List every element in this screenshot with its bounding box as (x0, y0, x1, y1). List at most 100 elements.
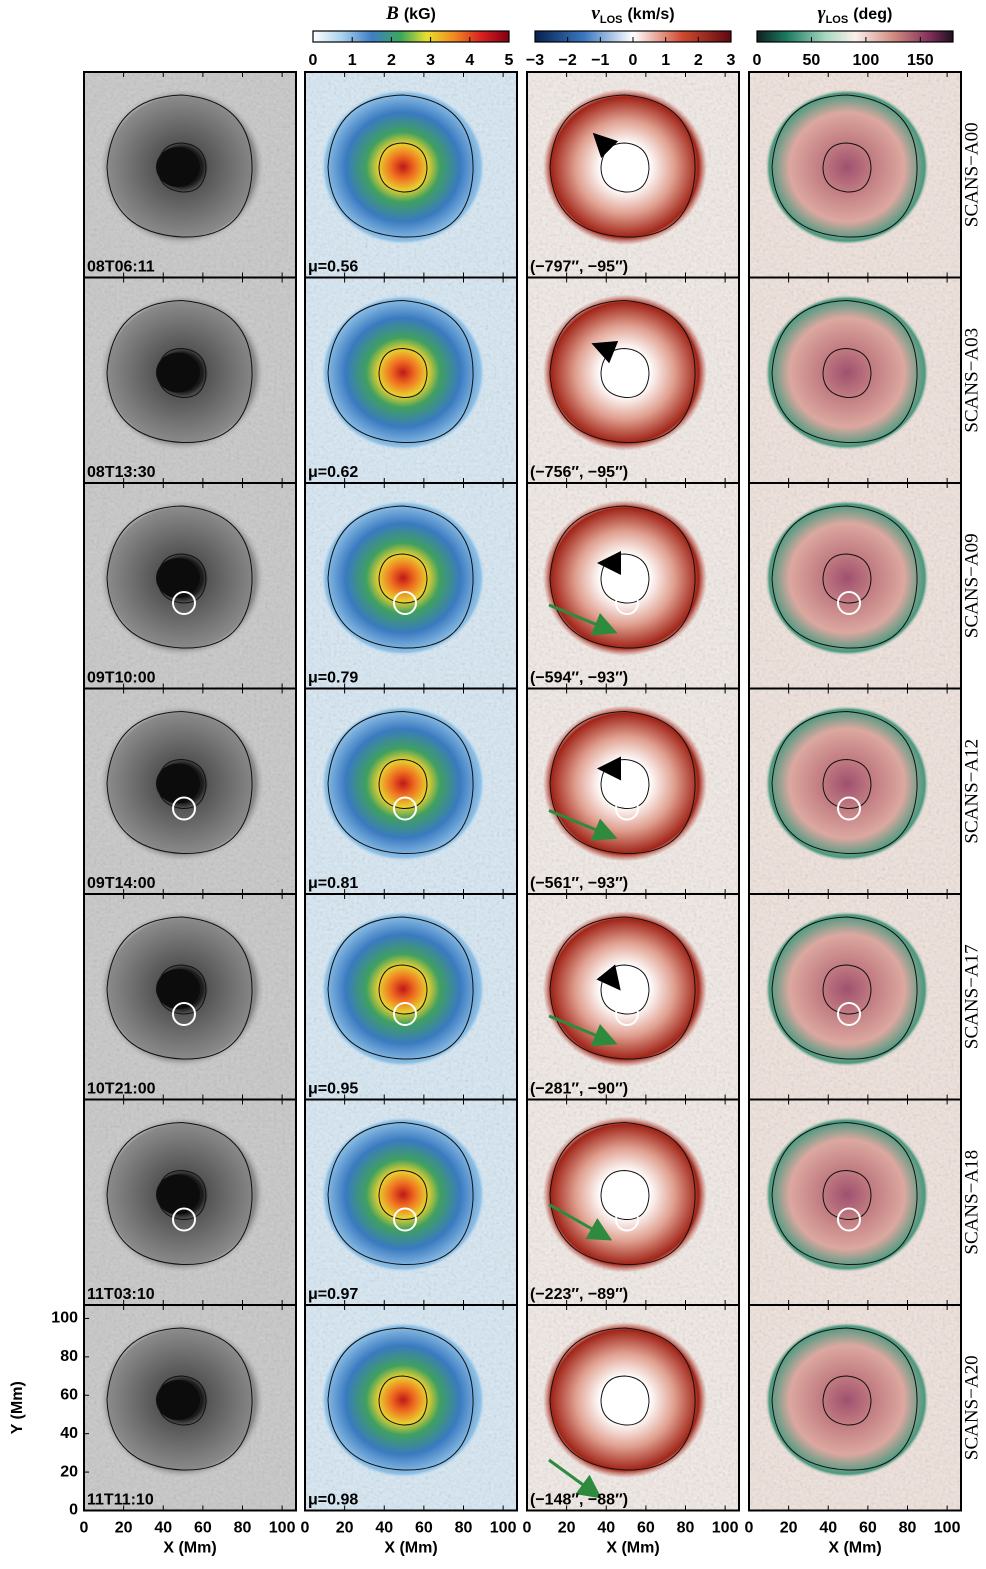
mu-label: μ=0.95 (308, 1081, 358, 1098)
time-label: 08T06:11 (87, 259, 155, 276)
colorbar-tick-label: 50 (803, 52, 821, 69)
umbra-contour (378, 758, 428, 810)
row-label: SCANS−A00 (961, 122, 982, 227)
sunspot (765, 89, 929, 245)
colorbar-subscript: LOS (600, 14, 623, 26)
y-tick-label: 80 (60, 1348, 78, 1365)
colorbar-tick-label: 150 (907, 52, 934, 69)
contour (327, 505, 474, 649)
contour (106, 505, 253, 649)
umbra (156, 147, 200, 187)
panel-frame (748, 1304, 962, 1512)
x-tick-label: 80 (899, 1520, 917, 1537)
sunspot (321, 705, 485, 862)
colorbar-unit: (kG) (404, 6, 436, 23)
time-label: 11T11:10 (87, 1492, 154, 1509)
panel-frame (526, 1304, 740, 1512)
umbra-contour (157, 347, 207, 399)
panel-frame (83, 1304, 297, 1512)
marker-circle (615, 1207, 639, 1232)
marker-circle (837, 1002, 861, 1026)
colorbar-tick-label: 2 (387, 52, 396, 69)
umbra-contour (378, 347, 428, 399)
marker-circle (172, 1002, 196, 1026)
colorbar-tick-label: 100 (853, 52, 880, 69)
arrow (596, 964, 621, 991)
umbra-contour (600, 1169, 650, 1221)
x-tick-label: 40 (154, 1520, 172, 1537)
umbra (156, 1174, 200, 1215)
contour (549, 710, 696, 855)
marker-circle (172, 591, 196, 615)
row-label: SCANS−A20 (961, 1355, 982, 1460)
x-tick-label: 0 (745, 1520, 754, 1537)
umbra (156, 352, 200, 393)
position-label: (−148″, −88″) (530, 1492, 628, 1509)
umbra-contour (157, 964, 207, 1015)
x-tick-label: 40 (597, 1520, 615, 1537)
marker-circle (615, 591, 639, 615)
time-label: 10T21:00 (87, 1081, 156, 1098)
arrow (548, 1203, 613, 1241)
contour (327, 1327, 474, 1471)
sunspot (543, 500, 707, 656)
sunspot (543, 294, 707, 451)
umbra (156, 1380, 200, 1420)
contour (327, 916, 474, 1060)
sunspot (543, 705, 707, 862)
colorbar-tick-label: 0 (629, 52, 638, 69)
contour (771, 710, 918, 855)
sunspot (321, 911, 485, 1067)
marker-circle (615, 1002, 639, 1026)
x-tick-label: 0 (301, 1520, 310, 1537)
x-tick-label: 100 (490, 1520, 517, 1537)
position-label: (−756″, −95″) (530, 464, 628, 481)
sunspot (765, 1116, 929, 1273)
colorbar-unit: (deg) (853, 6, 892, 23)
contour (106, 1121, 253, 1266)
sunspot (765, 500, 929, 656)
y-axis-label: Y (Mm) (9, 1381, 26, 1434)
umbra (156, 558, 200, 598)
x-tick-label: 0 (80, 1520, 89, 1537)
x-tick-label: 80 (455, 1520, 473, 1537)
colorbar (756, 30, 954, 43)
marker-circle (393, 796, 417, 821)
umbra-contour (378, 1169, 428, 1221)
sunspot (321, 294, 485, 451)
contour (106, 1327, 253, 1471)
sunspot (543, 89, 707, 245)
x-tick-label: 100 (269, 1520, 296, 1537)
contour (549, 299, 696, 444)
contour (106, 710, 253, 855)
x-tick-label: 60 (859, 1520, 877, 1537)
mu-label: μ=0.56 (308, 259, 358, 276)
contour (327, 94, 474, 238)
x-axis-label: X (Mm) (384, 1540, 437, 1557)
marker-circle (172, 1207, 196, 1232)
mu-label: μ=0.97 (308, 1286, 358, 1303)
marker-circle (393, 1002, 417, 1026)
umbra-contour (600, 1375, 650, 1426)
contour (327, 299, 474, 444)
x-tick-label: 100 (934, 1520, 961, 1537)
colorbar-title: vLOS (km/s) (591, 3, 674, 26)
marker-circle (393, 1207, 417, 1232)
umbra-contour (157, 142, 207, 193)
colorbar-tick-label: −1 (591, 52, 609, 69)
mu-label: μ=0.98 (308, 1492, 358, 1509)
sunspot (543, 1322, 707, 1478)
marker-circle (837, 591, 861, 615)
y-tick-label: 0 (69, 1502, 78, 1519)
umbra-contour (822, 142, 872, 193)
umbra-contour (822, 347, 872, 399)
colorbar-tick-label: 4 (465, 52, 474, 69)
x-tick-label: 60 (194, 1520, 212, 1537)
mu-label: μ=0.62 (308, 464, 358, 481)
colorbar-symbol: γ (818, 3, 826, 24)
time-label: 08T13:30 (87, 464, 156, 481)
x-tick-label: 40 (819, 1520, 837, 1537)
umbra-contour (822, 758, 872, 810)
contour (771, 299, 918, 444)
contour (327, 710, 474, 855)
